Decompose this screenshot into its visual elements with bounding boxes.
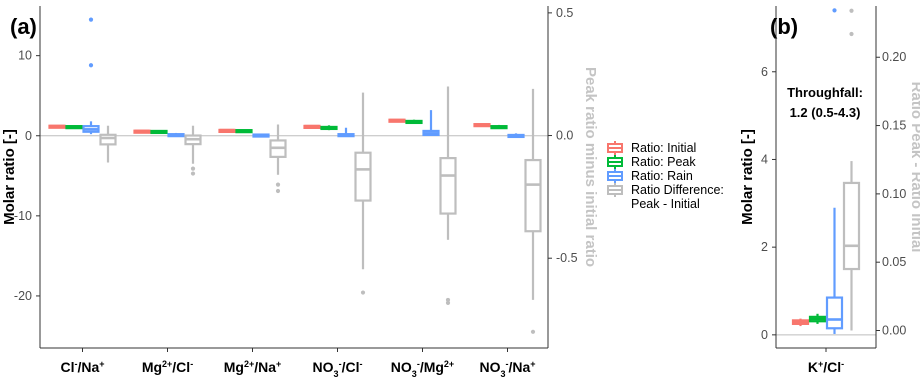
outlier-point <box>275 182 281 187</box>
x-tick-label: Mg2+/Na+ <box>224 359 282 375</box>
x-tick-label: NO3-/Mg2+ <box>391 359 454 379</box>
outlier-point <box>190 171 196 176</box>
box-rain <box>337 127 355 138</box>
x-tick-label: Cl-/Na+ <box>60 359 104 375</box>
legend-label: Peak - Initial <box>631 197 700 211</box>
box-difference <box>269 124 287 194</box>
legend-item: Ratio: Rain <box>607 169 693 183</box>
y-tick-label: 6 <box>761 65 768 79</box>
y2-tick-label: 0.10 <box>882 187 906 201</box>
box-difference <box>99 125 117 163</box>
outlier-point <box>832 8 837 13</box>
y2-tick-label: -0.5 <box>556 251 578 265</box>
box-difference <box>439 86 457 305</box>
y-axis-title: Molar ratio [-] <box>739 129 756 225</box>
legend-item: Ratio: Initial <box>607 141 696 155</box>
box-peak <box>320 125 338 131</box>
box-rain <box>422 110 440 137</box>
y2-tick-label: 0.5 <box>556 6 573 20</box>
box-body <box>524 158 542 233</box>
outlier-point <box>275 188 281 194</box>
box-peak <box>235 129 253 134</box>
box-difference <box>354 92 372 295</box>
legend-item: Ratio Difference:Peak - Initial <box>607 183 724 211</box>
y-tick-label: -20 <box>14 289 32 303</box>
y2-tick-label: 0.20 <box>882 50 906 64</box>
y-tick-label: -10 <box>14 209 32 223</box>
box-rain <box>82 17 100 135</box>
legend-label: Ratio: Peak <box>631 155 696 169</box>
box-peak <box>150 129 168 135</box>
legend-item: Ratio: Peak <box>607 155 696 169</box>
box-peak <box>490 124 508 130</box>
box-body <box>354 151 372 202</box>
y-tick-label: 4 <box>761 152 768 166</box>
box-rain <box>167 132 185 138</box>
throughfall-annotation: Throughfall: <box>787 85 863 100</box>
outlier-point <box>445 300 451 305</box>
outlier-point <box>360 290 366 295</box>
x-tick-label: NO3-/Na+ <box>479 359 535 379</box>
legend-label: Ratio: Rain <box>631 169 693 183</box>
legend-label: Ratio Difference: <box>631 183 724 197</box>
outlier-point <box>445 297 451 303</box>
box-body <box>825 296 844 330</box>
outlier-point <box>849 31 854 37</box>
outlier-point <box>88 17 94 22</box>
box-initial <box>388 118 406 123</box>
x-tick-label: K+/Cl- <box>808 359 844 375</box>
y2-tick-label: 0.0 <box>556 129 573 143</box>
box-initial <box>303 124 321 130</box>
box-initial <box>218 128 236 134</box>
box-rain <box>507 133 525 139</box>
box-peak <box>65 125 83 130</box>
y2-tick-label: 0.05 <box>882 255 906 269</box>
panel-a: -20 -10 0 10 -0.5 0.0 0.5 Molar ratio [-] Peak r… <box>1 6 599 379</box>
panel-b: 0 2 4 6 0.00 0.05 0.10 0.15 0.20 Molar ratio [-] R… <box>739 6 920 375</box>
panel-tag: (a) <box>10 14 37 39</box>
box-difference <box>184 125 202 176</box>
panel-tag: (b) <box>770 14 798 39</box>
x-tick-label: Mg2+/Cl- <box>142 359 193 375</box>
legend-label: Ratio: Initial <box>631 141 696 155</box>
y-axis-title: Molar ratio [-] <box>1 129 18 225</box>
y2-axis-title: Peak ratio minus initial ratio <box>582 67 599 267</box>
outlier-point <box>530 329 536 334</box>
y-tick-label: 2 <box>761 240 768 254</box>
y2-tick-label: 0.15 <box>882 119 906 133</box>
x-tick-label: NO3-/Cl- <box>313 359 363 379</box>
box-initial <box>48 124 66 129</box>
outlier-point <box>88 63 94 68</box>
outlier-point <box>190 166 196 171</box>
box-initial <box>133 129 151 134</box>
box-peak <box>405 119 423 125</box>
box-body <box>439 157 457 215</box>
y2-axis-title: Ratio Peak - Ratio Initial <box>908 82 920 253</box>
box-peak <box>808 313 827 324</box>
box-initial <box>791 318 810 327</box>
y-tick-label: 0 <box>25 129 32 143</box>
box-difference <box>842 8 861 331</box>
outlier-point <box>849 8 854 13</box>
box-body <box>842 181 861 271</box>
y-tick-label: 10 <box>18 49 32 63</box>
y2-tick-label: 0.00 <box>882 324 906 338</box>
box-rain <box>825 8 844 334</box>
box-initial <box>473 123 491 128</box>
box-body <box>99 133 117 146</box>
y-tick-label: 0 <box>761 328 768 342</box>
box-rain <box>252 133 270 138</box>
throughfall-annotation: 1.2 (0.5-4.3) <box>790 105 861 120</box>
box-difference <box>524 88 542 334</box>
